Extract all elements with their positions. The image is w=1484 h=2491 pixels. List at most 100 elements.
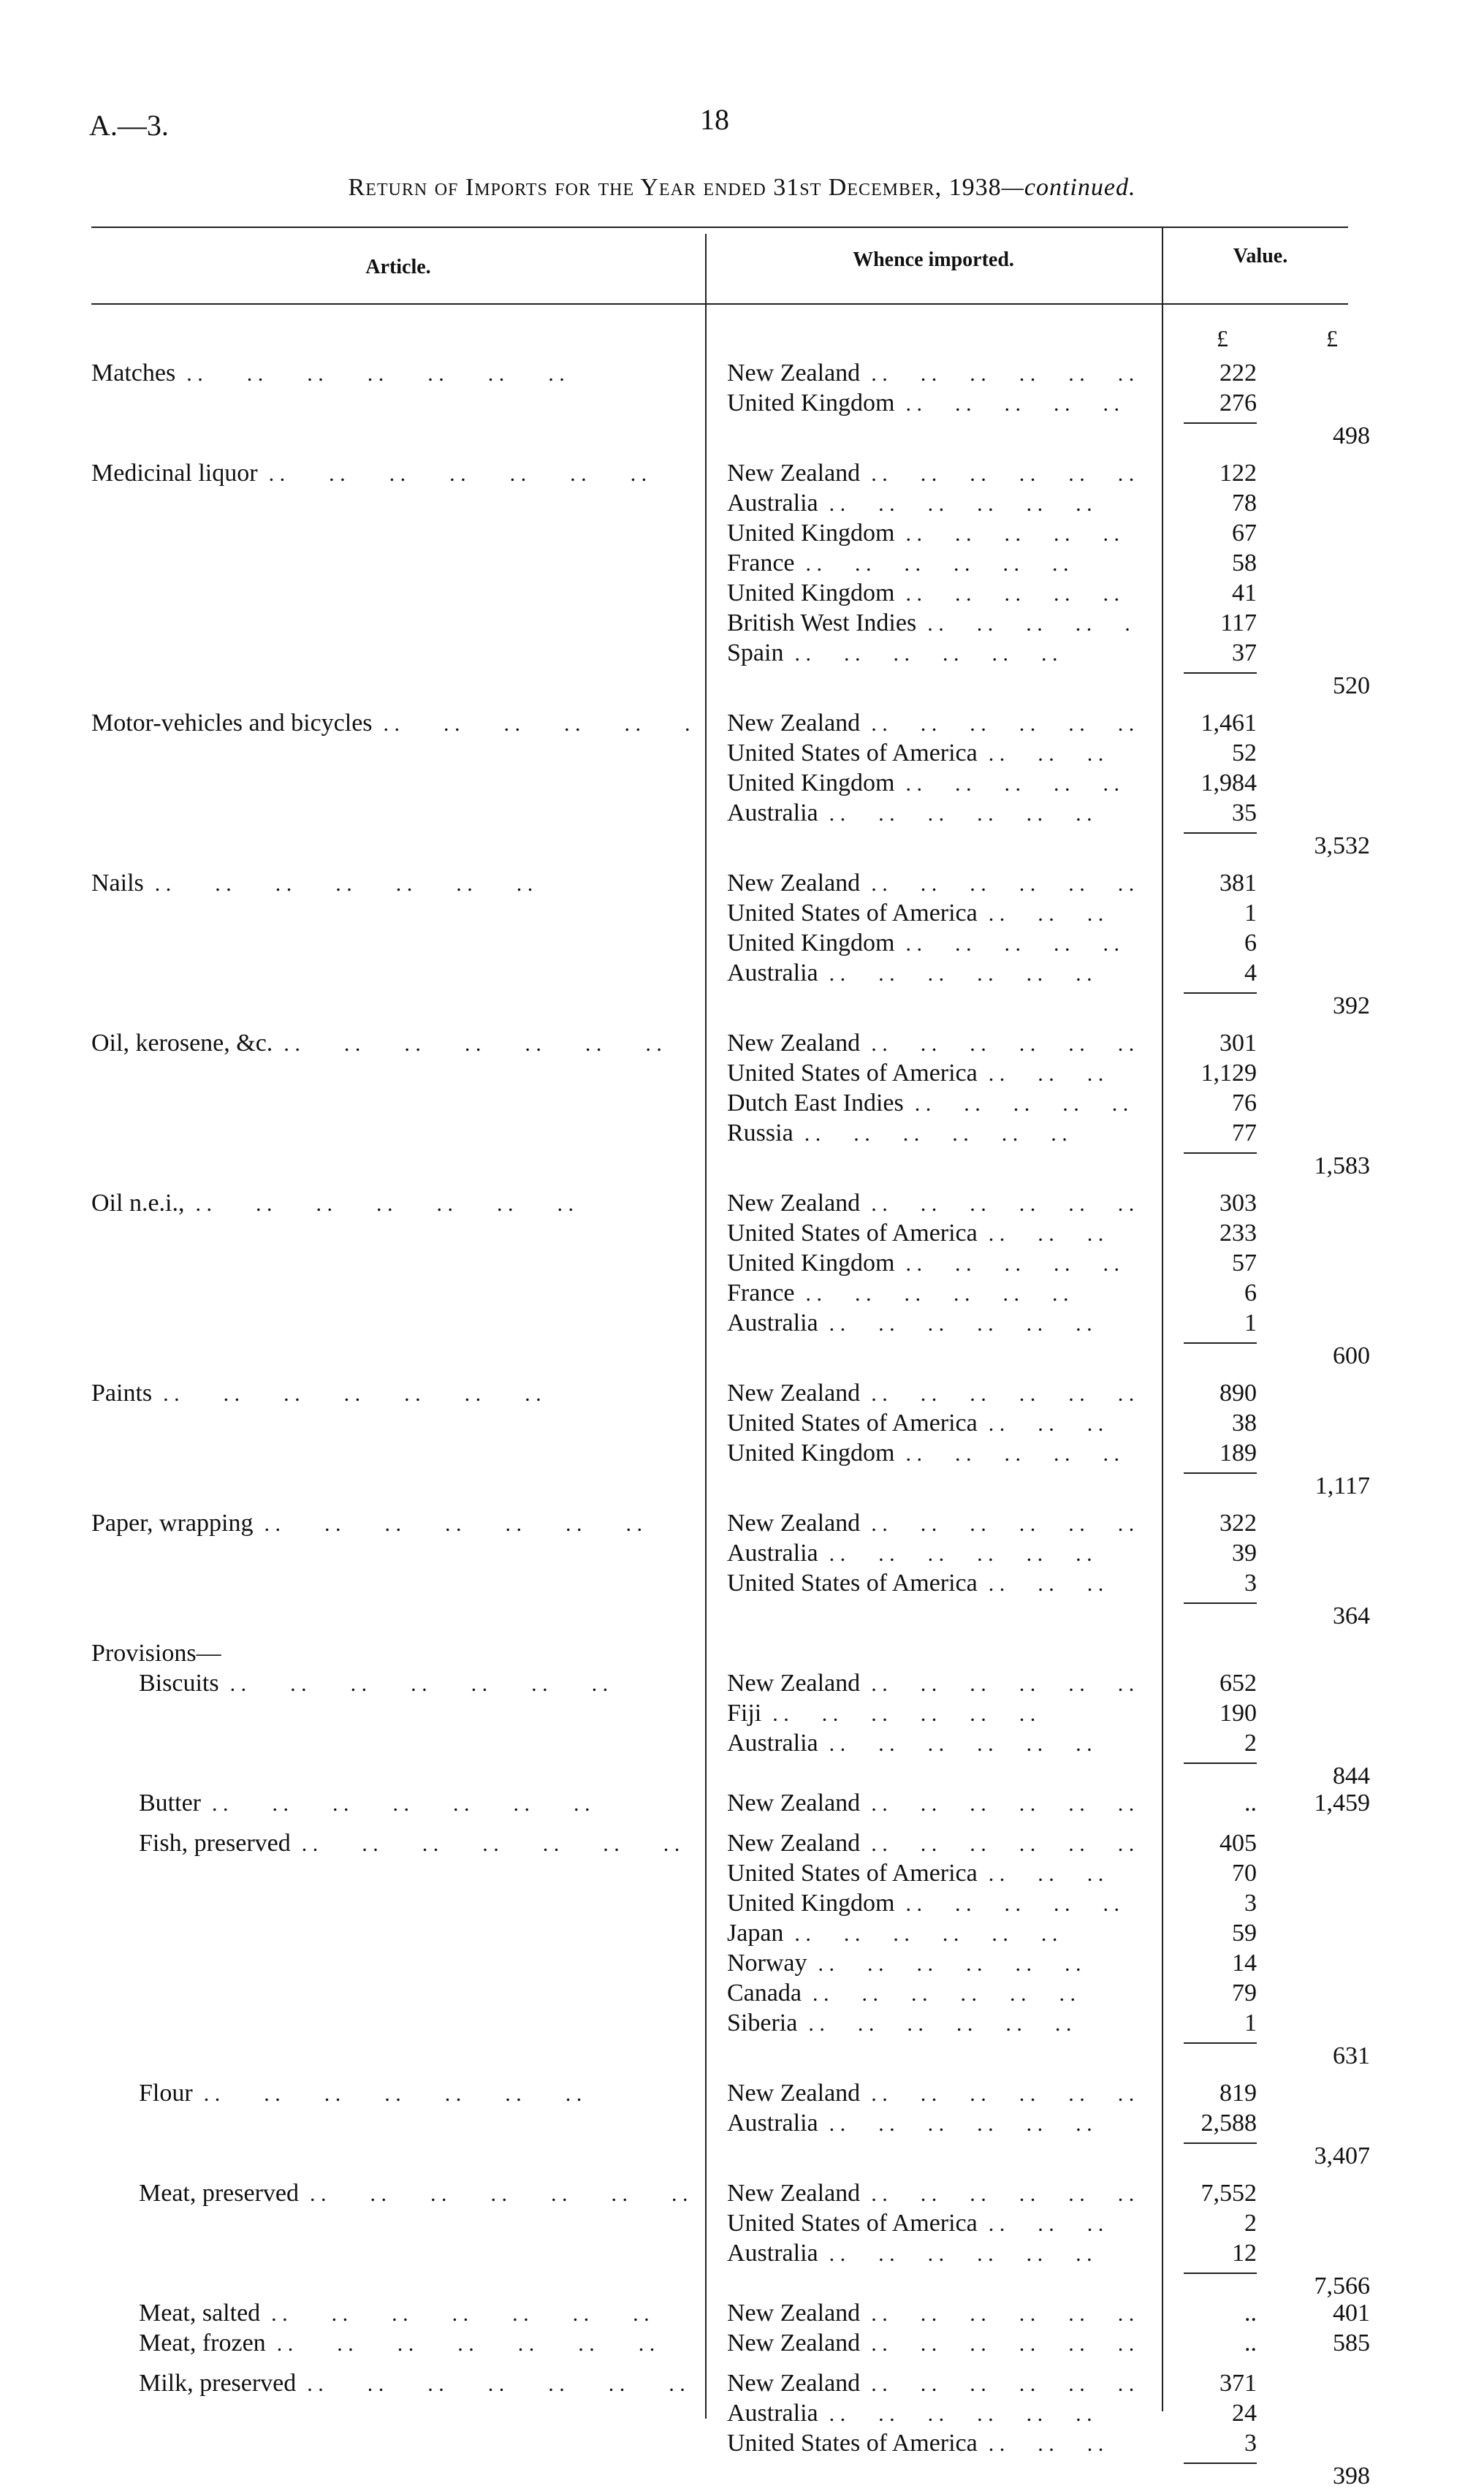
table-row: United States of America 52 bbox=[0, 738, 1484, 768]
table-row: United States of America 3 bbox=[0, 2428, 1484, 2458]
value-amount: 3 bbox=[1244, 2430, 1257, 2457]
country-name: United Kingdom bbox=[727, 578, 1136, 609]
article-total: 1,459 bbox=[1314, 1790, 1371, 1817]
subtotal-rule bbox=[1184, 1342, 1257, 1344]
article-name: Paints bbox=[91, 1378, 690, 1409]
table-row: Motor-vehicles and bicycles New Zealand 1,… bbox=[0, 708, 1484, 738]
table-row: British West Indies 117 bbox=[0, 608, 1484, 638]
table-row: United Kingdom 276 bbox=[0, 388, 1484, 418]
article-total: 600 bbox=[1333, 1342, 1370, 1369]
table-row: BiscuitsNew Zealand 652 bbox=[0, 1668, 1484, 1698]
country-name: New Zealand bbox=[727, 868, 1136, 899]
title-text: Return of Imports for the Year ended 31s… bbox=[348, 174, 1002, 201]
table-row: Oil n.e.i., New Zealand 303 bbox=[0, 1188, 1484, 1218]
country-name: Fiji bbox=[727, 1698, 1136, 1729]
country-name: Australia bbox=[727, 1728, 1136, 1759]
subtotal-rule bbox=[1184, 832, 1257, 834]
article-name: Matches bbox=[91, 358, 690, 389]
country-name: Australia bbox=[727, 488, 1136, 519]
table-row: Australia 2,588 bbox=[0, 2108, 1484, 2138]
value-amount: 41 bbox=[1232, 579, 1257, 606]
country-name: Australia bbox=[727, 1538, 1136, 1569]
table-row: Nails New Zealand 381 bbox=[0, 868, 1484, 898]
table-row: France 58 bbox=[0, 548, 1484, 578]
document-reference: A.—3. bbox=[89, 109, 169, 142]
article-total: 3,532 bbox=[1314, 832, 1371, 859]
table-row: Meat, frozenNew Zealand.. 585 bbox=[0, 2328, 1484, 2358]
value-amount: 4 bbox=[1244, 959, 1257, 986]
import-table-body: MatchesNew Zealand222United Kingdom27649… bbox=[0, 358, 1484, 2490]
country-name: Australia bbox=[727, 2238, 1136, 2269]
article-total: 401 bbox=[1333, 2300, 1370, 2327]
value-amount: 890 bbox=[1219, 1380, 1257, 1407]
country-name: New Zealand bbox=[727, 1668, 1136, 1699]
country-name: New Zealand bbox=[727, 2078, 1136, 2109]
table-row: Australia 4 bbox=[0, 958, 1484, 988]
page-title: Return of Imports for the Year ended 31s… bbox=[0, 174, 1484, 202]
column-divider-1 bbox=[705, 234, 707, 2419]
country-name: United Kingdom bbox=[727, 518, 1136, 549]
table-row: Fish, preservedNew Zealand 405 bbox=[0, 1828, 1484, 1858]
table-row: Australia 39 bbox=[0, 1538, 1484, 1568]
country-name: United States of America bbox=[727, 2428, 1136, 2459]
article-total: 844 bbox=[1333, 1762, 1370, 1790]
article-total: 392 bbox=[1333, 992, 1370, 1019]
table-top-rule bbox=[91, 227, 1348, 228]
country-name: New Zealand bbox=[727, 358, 1136, 389]
value-amount: 190 bbox=[1219, 1700, 1257, 1727]
article-name: Oil, kerosene, &c. bbox=[91, 1028, 690, 1059]
article-name: Butter bbox=[139, 1788, 738, 1819]
value-amount: .. bbox=[1244, 2300, 1257, 2327]
value-amount: 122 bbox=[1219, 460, 1257, 487]
article-total: 1,583 bbox=[1314, 1152, 1371, 1179]
table-row: 398 bbox=[0, 2458, 1484, 2490]
subtotal-rule bbox=[1184, 2142, 1257, 2144]
table-row: Australia 2 bbox=[0, 1728, 1484, 1758]
country-name: Australia bbox=[727, 2398, 1136, 2429]
table-row: United States of America 2 bbox=[0, 2208, 1484, 2238]
value-amount: 1,984 bbox=[1200, 769, 1257, 796]
table-row: 520 bbox=[0, 668, 1484, 699]
table-row: 498 bbox=[0, 418, 1484, 449]
table-row: United States of America 1,129 bbox=[0, 1058, 1484, 1088]
table-row: United Kingdom 6 bbox=[0, 928, 1484, 958]
table-row: United Kingdom 57 bbox=[0, 1248, 1484, 1278]
value-amount: 39 bbox=[1232, 1540, 1257, 1567]
value-amount: 303 bbox=[1219, 1190, 1257, 1217]
table-row: Dutch East Indies 76 bbox=[0, 1088, 1484, 1118]
table-row: 3,532 bbox=[0, 828, 1484, 859]
country-name: New Zealand bbox=[727, 2178, 1136, 2209]
table-row: United Kingdom 3 bbox=[0, 1888, 1484, 1918]
header-bottom-rule bbox=[91, 303, 1348, 305]
article-total: 364 bbox=[1333, 1602, 1370, 1629]
table-row: United Kingdom 41 bbox=[0, 578, 1484, 608]
subtotal-rule bbox=[1184, 2042, 1257, 2044]
table-row: United States of America 1 bbox=[0, 898, 1484, 928]
value-amount: 79 bbox=[1232, 1980, 1257, 2007]
country-name: United States of America bbox=[727, 898, 1136, 929]
country-name: France bbox=[727, 1278, 1136, 1309]
country-name: Australia bbox=[727, 958, 1136, 989]
article-total: 7,566 bbox=[1314, 2273, 1371, 2300]
value-amount: 6 bbox=[1244, 1279, 1257, 1307]
value-amount: 58 bbox=[1232, 549, 1257, 577]
subtotal-rule bbox=[1184, 1152, 1257, 1154]
subtotal-rule bbox=[1184, 672, 1257, 674]
value-amount: 52 bbox=[1232, 739, 1257, 767]
value-amount: 1,461 bbox=[1200, 710, 1257, 737]
country-name: United States of America bbox=[727, 1568, 1136, 1599]
value-amount: 652 bbox=[1219, 1670, 1257, 1697]
article-name: Meat, salted bbox=[139, 2298, 738, 2329]
column-divider-2 bbox=[1162, 227, 1163, 2411]
table-row: 1,583 bbox=[0, 1148, 1484, 1179]
table-row: Australia 78 bbox=[0, 488, 1484, 518]
article-name: Nails bbox=[91, 868, 690, 899]
country-name: Spain bbox=[727, 638, 1136, 669]
article-total: 3,407 bbox=[1314, 2142, 1371, 2169]
table-row: Milk, preservedNew Zealand 371 bbox=[0, 2368, 1484, 2398]
country-name: Canada bbox=[727, 1978, 1136, 2009]
value-amount: 2,588 bbox=[1200, 2110, 1257, 2137]
table-row: ButterNew Zealand.. 1,459 bbox=[0, 1788, 1484, 1818]
country-name: New Zealand bbox=[727, 1828, 1136, 1859]
country-name: United Kingdom bbox=[727, 1888, 1136, 1919]
